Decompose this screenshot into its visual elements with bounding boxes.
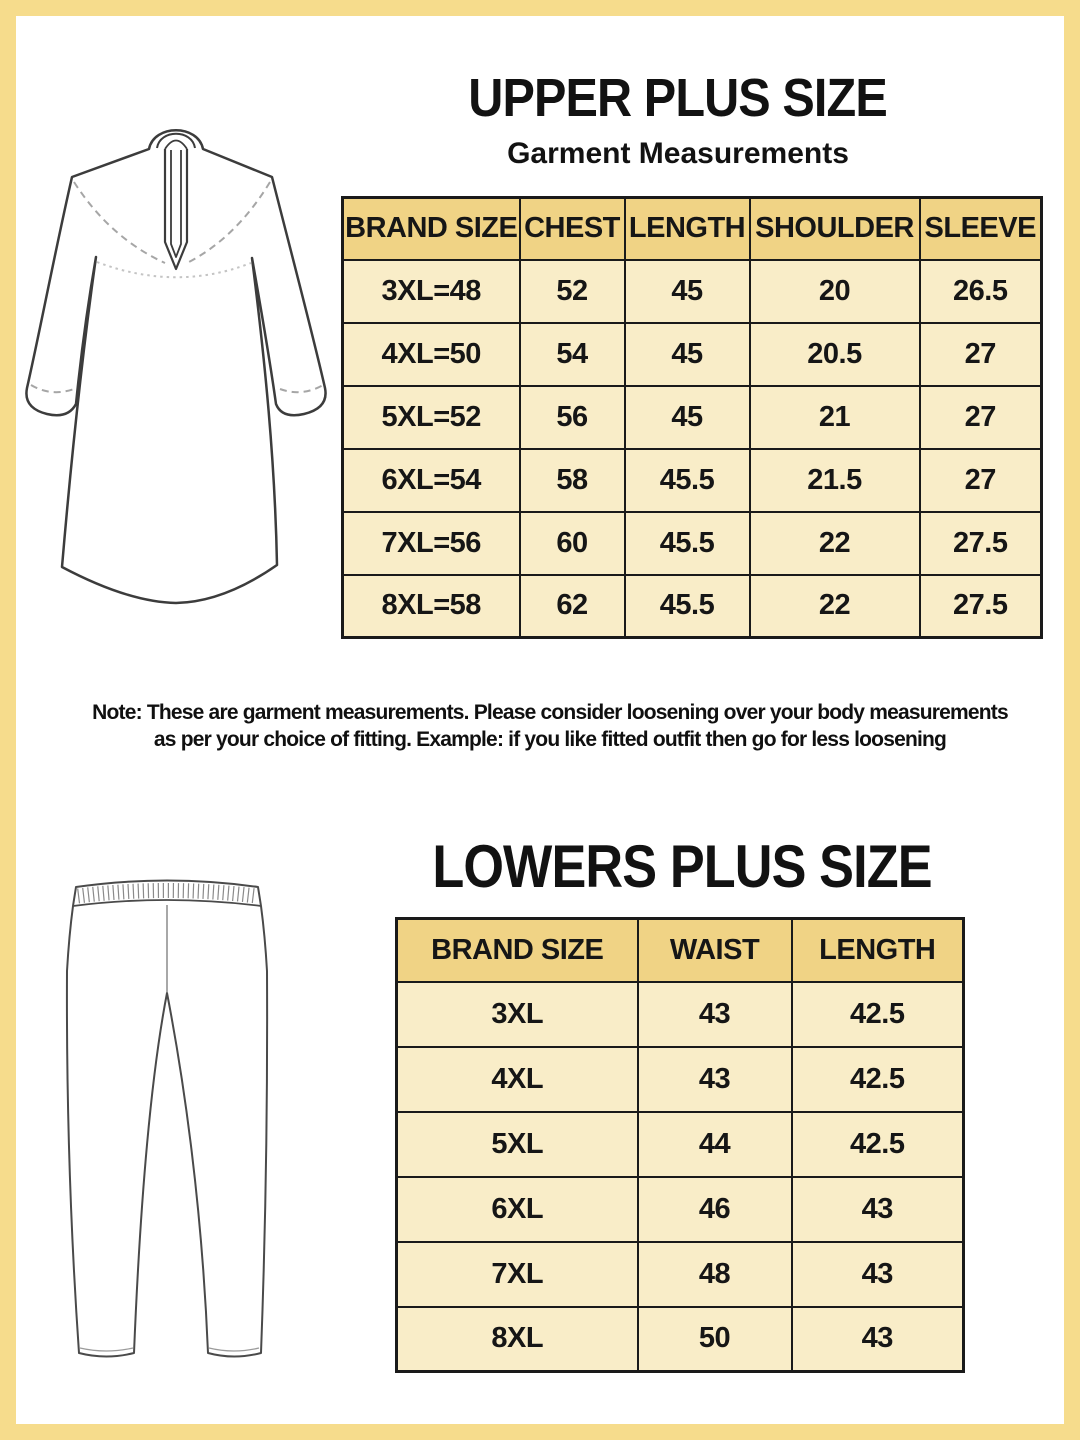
brand-size-cell: 3XL	[395, 980, 639, 1048]
header-row: BRAND SIZE CHEST LENGTH SHOULDER SLEEVE	[341, 196, 1043, 261]
measurement-cell: 48	[636, 1240, 793, 1308]
measurement-cell: 27.5	[918, 573, 1043, 639]
column-header-sleeve: SLEEVE	[918, 196, 1043, 261]
header-row: BRAND SIZE WAIST LENGTH	[395, 917, 965, 983]
brand-size-cell: 3XL=48	[341, 258, 521, 324]
subtitle-text: Garment Measurements	[507, 137, 849, 170]
kurta-collar-line	[156, 132, 196, 149]
lower-title-text: LOWERS PLUS SIZE	[432, 833, 932, 900]
measurement-cell: 45	[623, 384, 751, 450]
size-row-7xl-56: 7XL=56 60 45.5 22 27.5	[341, 510, 1043, 576]
note-line-2: as per your choice of fitting. Example: …	[153, 728, 947, 751]
measurement-cell: 44	[636, 1110, 793, 1178]
kurta-neck-arc	[164, 139, 188, 150]
measurement-cell: 50	[636, 1305, 793, 1373]
measurement-cell: 43	[790, 1175, 965, 1243]
size-row-5xl: 5XL 44 42.5	[395, 1110, 965, 1178]
lower-size-table: BRAND SIZE WAIST LENGTH 3XL 43 42.5 4XL 43 42.5 5…	[395, 917, 965, 1373]
column-header-brand-size: BRAND SIZE	[341, 196, 521, 261]
brand-size-cell: 8XL	[395, 1305, 639, 1373]
measurement-cell: 27.5	[918, 510, 1043, 576]
kurta-cuff-seam-right	[279, 384, 324, 394]
measurement-cell: 46	[636, 1175, 793, 1243]
measurement-cell: 43	[790, 1305, 965, 1373]
brand-size-cell: 7XL=56	[341, 510, 521, 576]
size-row-3xl: 3XL 43 42.5	[395, 980, 965, 1048]
column-header-length: LENGTH	[790, 917, 965, 983]
waistband-bottom-line	[72, 899, 262, 907]
measurement-cell: 43	[636, 1045, 793, 1113]
size-row-6xl: 6XL 46 43	[395, 1175, 965, 1243]
column-header-brand-size: BRAND SIZE	[395, 917, 639, 983]
kurta-outline	[25, 129, 327, 605]
pants-cuff-line-left	[79, 1347, 134, 1352]
size-row-7xl: 7XL 48 43	[395, 1240, 965, 1308]
pants-illustration	[65, 879, 269, 1358]
measurement-cell: 22	[748, 510, 921, 576]
measurement-cell: 21.5	[748, 447, 921, 513]
measurement-cell: 43	[636, 980, 793, 1048]
brand-size-cell: 8XL=58	[341, 573, 521, 639]
measurement-cell: 60	[518, 510, 626, 576]
pants-outline	[65, 879, 269, 1358]
brand-size-cell: 4XL	[395, 1045, 639, 1113]
kurta-cuff-seam-left	[30, 384, 75, 394]
brand-size-cell: 6XL=54	[341, 447, 521, 513]
upper-section-title: UPPER PLUS SIZE	[338, 68, 1018, 128]
column-header-shoulder: SHOULDER	[748, 196, 921, 261]
measurement-cell: 45	[623, 321, 751, 387]
kurta-placket-outer	[163, 149, 189, 271]
brand-size-cell: 5XL	[395, 1110, 639, 1178]
column-header-waist: WAIST	[636, 917, 793, 983]
measurement-cell: 45.5	[623, 510, 751, 576]
brand-size-cell: 4XL=50	[341, 321, 521, 387]
size-row-8xl: 8XL 50 43	[395, 1305, 965, 1373]
size-row-5xl-52: 5XL=52 56 45 21 27	[341, 384, 1043, 450]
measurement-cell: 20	[748, 258, 921, 324]
measurement-cell: 45.5	[623, 573, 751, 639]
measurement-cell: 56	[518, 384, 626, 450]
measurement-cell: 27	[918, 384, 1043, 450]
measurement-cell: 42.5	[790, 980, 965, 1048]
pants-cuff-line-right	[208, 1347, 260, 1352]
brand-size-cell: 6XL	[395, 1175, 639, 1243]
column-header-length: LENGTH	[623, 196, 751, 261]
size-row-6xl-54: 6XL=54 58 45.5 21.5 27	[341, 447, 1043, 513]
size-row-3xl-48: 3XL=48 52 45 20 26.5	[341, 258, 1043, 324]
measurement-cell: 20.5	[748, 321, 921, 387]
column-header-chest: CHEST	[518, 196, 626, 261]
lower-section-title: LOWERS PLUS SIZE	[342, 834, 1022, 900]
upper-section-subtitle: Garment Measurements	[338, 136, 1018, 172]
measurement-note: Note: These are garment measurements. Pl…	[20, 699, 1080, 753]
measurement-cell: 43	[790, 1240, 965, 1308]
kurta-placket-inner	[170, 150, 182, 258]
measurement-cell: 45	[623, 258, 751, 324]
measurement-cell: 62	[518, 573, 626, 639]
measurement-cell: 54	[518, 321, 626, 387]
kurta-illustration	[25, 129, 327, 605]
upper-size-table: BRAND SIZE CHEST LENGTH SHOULDER SLEEVE 3XL=4…	[341, 196, 1043, 639]
measurement-cell: 42.5	[790, 1045, 965, 1113]
measurement-cell: 26.5	[918, 258, 1043, 324]
measurement-cell: 42.5	[790, 1110, 965, 1178]
measurement-cell: 27	[918, 321, 1043, 387]
kurta-chest-line	[96, 261, 252, 279]
brand-size-cell: 5XL=52	[341, 384, 521, 450]
size-row-8xl-58: 8XL=58 62 45.5 22 27.5	[341, 573, 1043, 639]
size-row-4xl-50: 4XL=50 54 45 20.5 27	[341, 321, 1043, 387]
kurta-yoke-seam-right	[186, 181, 271, 264]
kurta-yoke-seam-left	[73, 181, 166, 264]
size-row-4xl: 4XL 43 42.5	[395, 1045, 965, 1113]
note-line-1: Note: These are garment measurements. Pl…	[92, 701, 1009, 724]
brand-size-cell: 7XL	[395, 1240, 639, 1308]
measurement-cell: 58	[518, 447, 626, 513]
upper-title-text: UPPER PLUS SIZE	[468, 68, 888, 128]
measurement-cell: 22	[748, 573, 921, 639]
measurement-cell: 52	[518, 258, 626, 324]
measurement-cell: 21	[748, 384, 921, 450]
measurement-cell: 45.5	[623, 447, 751, 513]
measurement-cell: 27	[918, 447, 1043, 513]
